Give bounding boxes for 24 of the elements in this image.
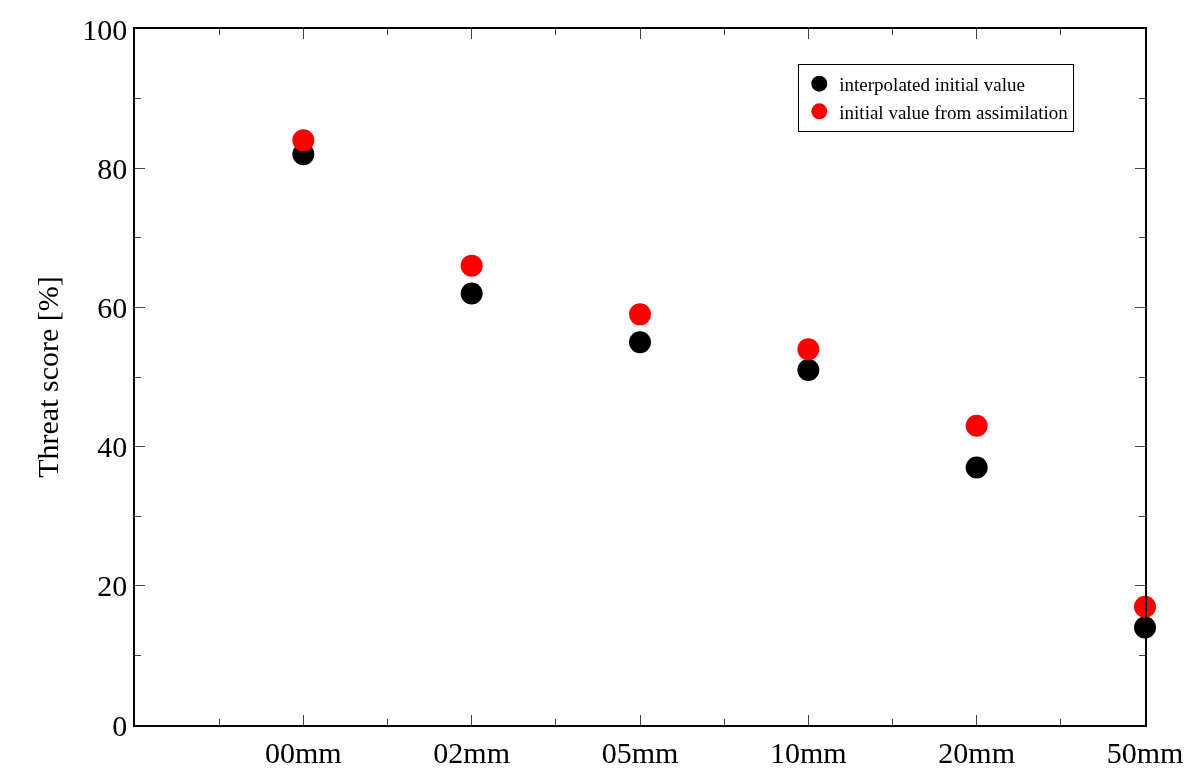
x-tick-label: 05mm	[601, 735, 679, 769]
point	[460, 282, 483, 305]
y-tick-label: 80	[97, 151, 128, 185]
point	[629, 303, 651, 326]
y-tick-label: 0	[112, 708, 128, 742]
point	[797, 359, 820, 382]
point	[797, 338, 820, 361]
point	[965, 456, 988, 479]
y-tick-label: 20	[97, 569, 128, 603]
y-tick-label: 60	[97, 290, 128, 324]
x-tick-label: 02mm	[433, 735, 511, 769]
y-axis-title: Threat score [%]	[30, 276, 64, 478]
point	[460, 254, 483, 277]
y-tick-label: 100	[82, 12, 128, 46]
legend-label: interpolated initial value	[839, 74, 1026, 96]
legend-label: initial value from assimilation	[839, 101, 1069, 123]
point	[965, 414, 988, 437]
point	[629, 331, 651, 354]
x-tick-label: 50mm	[1106, 735, 1184, 769]
x-tick-label: 00mm	[264, 735, 342, 769]
x-tick-label: 20mm	[938, 735, 1016, 769]
point	[292, 129, 315, 152]
y-tick-label: 40	[97, 430, 128, 464]
x-tick-label: 10mm	[769, 735, 847, 769]
